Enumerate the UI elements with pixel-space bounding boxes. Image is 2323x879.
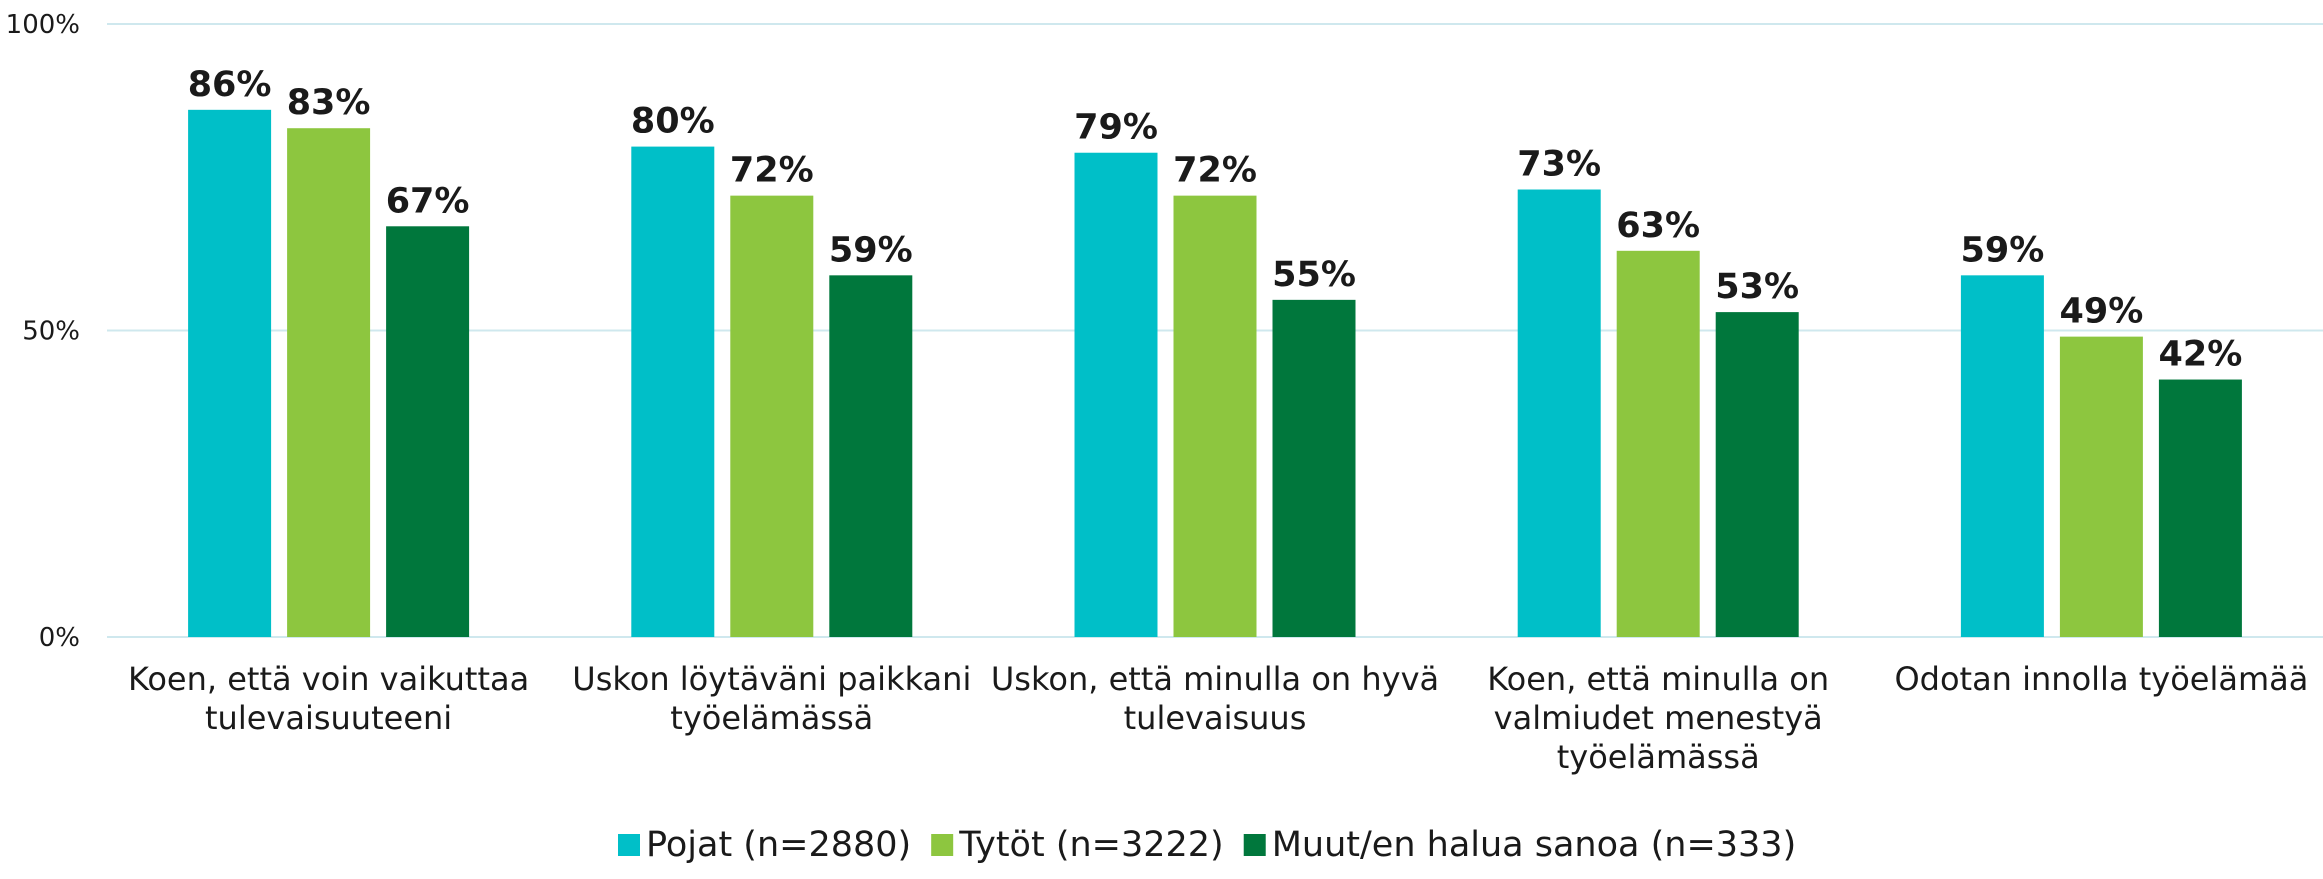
value-label: 72% xyxy=(730,151,814,191)
value-label: 72% xyxy=(1173,151,1257,191)
value-label: 63% xyxy=(1616,206,1700,246)
bar xyxy=(2059,336,2143,637)
bar xyxy=(1616,250,1700,637)
x-tick-label: Koen, että minulla on valmiudet menestyä t… xyxy=(1487,660,1829,776)
bar xyxy=(386,226,470,638)
bar xyxy=(2158,379,2242,637)
bar xyxy=(1715,312,1799,637)
y-tick-label: 50% xyxy=(22,317,80,347)
x-tick-label: Uskon, että minulla on hyvä tulevaisuus xyxy=(991,660,1439,737)
bar xyxy=(287,128,371,637)
legend-swatch xyxy=(1243,834,1266,856)
value-label: 73% xyxy=(1517,145,1601,185)
bar xyxy=(829,275,913,637)
value-label: 53% xyxy=(1715,267,1799,307)
x-tick-label: Koen, että voin vaikuttaa tulevaisuuteeni xyxy=(128,660,529,737)
y-tick-label: 0% xyxy=(39,623,80,653)
bar xyxy=(631,146,715,637)
value-label: 80% xyxy=(631,102,715,142)
value-label: 83% xyxy=(287,83,371,123)
value-label: 42% xyxy=(2159,335,2243,375)
value-label: 79% xyxy=(1074,108,1158,148)
legend-label: Muut/en halua sanoa (n=333) xyxy=(1272,825,1797,865)
bar xyxy=(1173,195,1257,637)
legend-label: Pojat (n=2880) xyxy=(646,825,911,865)
value-label: 49% xyxy=(2060,292,2144,332)
bar xyxy=(1960,275,2044,637)
bar xyxy=(188,109,272,637)
bar xyxy=(1517,189,1601,637)
y-tick-label: 100% xyxy=(6,10,80,40)
legend-swatch xyxy=(618,834,640,856)
value-label: 59% xyxy=(1961,230,2045,270)
bar xyxy=(730,195,814,637)
value-label: 67% xyxy=(386,181,470,221)
x-tick-label: Uskon löytäväni paikkani työelämässä xyxy=(572,660,971,737)
legend-label: Tytöt (n=3222) xyxy=(958,825,1224,865)
value-label: 59% xyxy=(829,230,913,270)
legend-swatch xyxy=(931,834,954,856)
value-label: 86% xyxy=(188,65,272,105)
value-label: 55% xyxy=(1272,255,1356,295)
x-tick-label: Odotan innolla työelämää xyxy=(1894,660,2308,698)
bar xyxy=(1272,299,1356,637)
bar xyxy=(1074,152,1158,638)
